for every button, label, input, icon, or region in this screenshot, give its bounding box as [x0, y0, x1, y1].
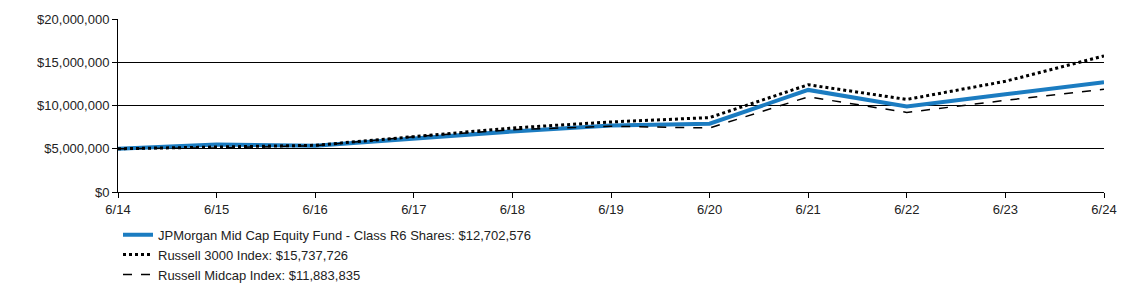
- svg-text:6/14: 6/14: [105, 202, 130, 217]
- svg-text:$0: $0: [95, 185, 109, 200]
- svg-text:6/16: 6/16: [303, 202, 328, 217]
- svg-text:6/24: 6/24: [1091, 202, 1116, 217]
- svg-text:6/20: 6/20: [697, 202, 722, 217]
- svg-text:Russell Midcap Index: $11,883,: Russell Midcap Index: $11,883,835: [158, 268, 360, 283]
- svg-text:Russell 3000 Index: $15,737,72: Russell 3000 Index: $15,737,726: [158, 248, 348, 263]
- svg-text:6/22: 6/22: [894, 202, 919, 217]
- svg-text:$20,000,000: $20,000,000: [37, 12, 109, 27]
- svg-text:JPMorgan Mid Cap Equity Fund -: JPMorgan Mid Cap Equity Fund - Class R6 …: [158, 228, 531, 243]
- svg-text:6/17: 6/17: [401, 202, 426, 217]
- svg-text:6/19: 6/19: [598, 202, 623, 217]
- svg-text:$10,000,000: $10,000,000: [37, 98, 109, 113]
- svg-text:6/15: 6/15: [204, 202, 229, 217]
- svg-text:6/18: 6/18: [500, 202, 525, 217]
- svg-text:6/23: 6/23: [993, 202, 1018, 217]
- svg-text:6/21: 6/21: [796, 202, 821, 217]
- svg-text:$15,000,000: $15,000,000: [37, 55, 109, 70]
- svg-text:$5,000,000: $5,000,000: [44, 141, 109, 156]
